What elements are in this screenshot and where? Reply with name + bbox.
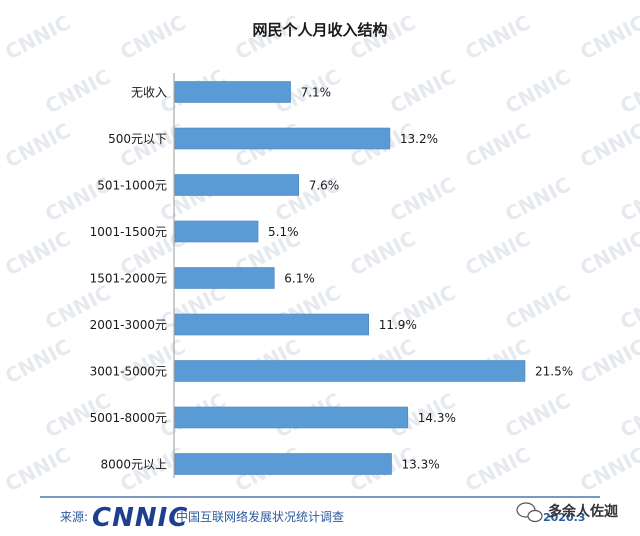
watermark-text: CNNIC xyxy=(501,388,574,442)
watermark-text: CNNIC xyxy=(1,118,74,172)
bar xyxy=(174,313,370,336)
category-label: 501-1000元 xyxy=(97,179,167,193)
value-label: 13.3% xyxy=(402,458,440,472)
bar xyxy=(174,174,300,196)
value-label: 7.6% xyxy=(309,179,340,193)
watermark-text: CNNIC xyxy=(346,226,419,280)
value-label: 14.3% xyxy=(418,411,456,425)
bar xyxy=(174,406,409,429)
org-name: 中国互联网络发展状况统计调查 xyxy=(176,509,344,524)
category-label: 8000元以上 xyxy=(100,458,167,472)
value-label: 11.9% xyxy=(379,318,417,332)
value-label: 5.1% xyxy=(268,225,299,239)
watermark-text: CNNIC xyxy=(501,280,574,334)
bar xyxy=(174,360,526,382)
watermark-text: CNNIC xyxy=(616,280,640,334)
watermark-text: CNNIC xyxy=(576,10,640,64)
watermark-text: CNNIC xyxy=(386,64,459,118)
category-label: 1501-2000元 xyxy=(90,272,167,286)
watermark-text: CNNIC xyxy=(461,10,534,64)
category-label: 5001-8000元 xyxy=(90,411,167,425)
watermark-text: CNNIC xyxy=(1,442,74,496)
value-label: 6.1% xyxy=(284,272,315,286)
watermark-text: CNNIC xyxy=(116,10,189,64)
watermark-text: CNNIC xyxy=(461,226,534,280)
watermark-text: CNNIC xyxy=(616,64,640,118)
chart-title: 网民个人月收入结构 xyxy=(252,21,387,39)
value-label: 7.1% xyxy=(301,86,332,100)
value-label: 13.2% xyxy=(400,132,438,146)
cnnic-logo: CNNIC xyxy=(92,503,188,533)
watermark-text: CNNIC xyxy=(616,388,640,442)
category-label: 2001-3000元 xyxy=(90,318,167,332)
value-label: 21.5% xyxy=(535,365,573,379)
category-label: 无收入 xyxy=(131,86,167,100)
category-label: 3001-5000元 xyxy=(90,365,167,379)
bar xyxy=(174,267,275,289)
bar xyxy=(174,81,291,103)
watermark-text: CNNIC xyxy=(1,334,74,388)
watermark-text: CNNIC xyxy=(1,10,74,64)
bar xyxy=(174,453,392,475)
bar-group: 无收入 7.1% 500元以下 13.2% 501-1000元 7.6% 1001-1500… xyxy=(90,81,573,475)
watermark-text: CNNIC xyxy=(576,118,640,172)
watermark-text: CNNIC xyxy=(41,64,114,118)
watermark-text: CNNIC xyxy=(576,442,640,496)
source-label: 来源: xyxy=(60,510,88,524)
footer-date: 2020.3 xyxy=(543,511,585,524)
bar xyxy=(174,127,391,150)
watermark-text: CNNIC xyxy=(386,172,459,226)
bar xyxy=(174,220,259,243)
watermark-text: CNNIC xyxy=(576,226,640,280)
account-name: 多余人佐迦 xyxy=(548,503,618,520)
category-label: 1001-1500元 xyxy=(90,225,167,239)
category-label: 500元以下 xyxy=(108,132,167,146)
watermark-text: CNNIC xyxy=(501,172,574,226)
wechat-icon xyxy=(516,502,543,523)
watermark-text: CNNIC xyxy=(576,334,640,388)
watermark-text: CNNIC xyxy=(461,442,534,496)
watermark-text: CNNIC xyxy=(616,172,640,226)
watermark-text: CNNIC xyxy=(461,118,534,172)
watermark-text: CNNIC xyxy=(501,64,574,118)
watermark-text: CNNIC xyxy=(1,226,74,280)
